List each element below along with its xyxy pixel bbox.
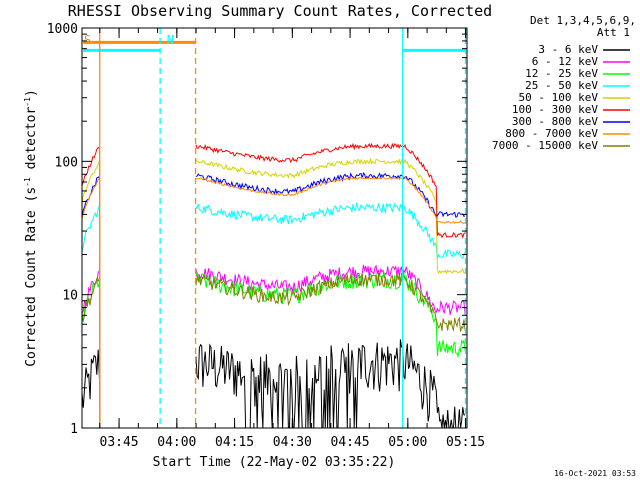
- series-line-7: [82, 175, 466, 428]
- generation-timestamp: 16-Oct-2021 03:53: [554, 469, 636, 478]
- y-axis-label-end: ): [24, 89, 39, 97]
- y-tick-label-0: 1: [70, 422, 78, 437]
- y-tick-label-1: 10: [62, 289, 78, 304]
- legend-header-line-2: Att 1: [597, 26, 630, 39]
- x-tick-label-2: 04:15: [215, 435, 254, 450]
- y-axis-label: Corrected Count Rate (s-1 detector-1): [23, 89, 39, 367]
- legend-label-6: 300 - 800 keV: [512, 115, 598, 128]
- legend-label-8: 7000 - 15000 keV: [492, 139, 598, 152]
- series-line-5: [82, 142, 466, 428]
- tick-layer: S N 03:45 04:00 04:15 04:30 04:45 05:00 05:15 1 10…: [47, 22, 485, 450]
- legend-label-7: 800 - 7000 keV: [505, 127, 598, 140]
- data-layer: [82, 28, 467, 428]
- series-line-8: [82, 273, 466, 428]
- annotation-1: N: [167, 33, 174, 47]
- legend-label-2: 12 - 25 keV: [525, 67, 598, 80]
- x-tick-label-6: 05:15: [446, 435, 485, 450]
- y-axis-label-mid: detector: [24, 107, 39, 178]
- series-line-4: [82, 157, 466, 428]
- y-axis-label-main: Corrected Count Rate (s: [24, 187, 39, 367]
- legend-label-3: 25 - 50 keV: [525, 79, 598, 92]
- y-axis-label-sup1: -1: [23, 177, 32, 187]
- series-line-0: [82, 339, 466, 428]
- chart-title: RHESSI Observing Summary Count Rates, Co…: [68, 2, 492, 20]
- legend-label-1: 6 - 12 keV: [532, 55, 599, 68]
- y-tick-label-2: 100: [55, 155, 78, 170]
- legend-label-4: 50 - 100 keV: [519, 91, 599, 104]
- x-tick-label-1: 04:00: [157, 435, 196, 450]
- x-tick-label-4: 04:45: [331, 435, 370, 450]
- legend-label-5: 100 - 300 keV: [512, 103, 598, 116]
- y-tick-label-3: 1000: [47, 22, 78, 37]
- x-tick-label-5: 05:00: [388, 435, 427, 450]
- legend-label-0: 3 - 6 keV: [538, 43, 598, 56]
- plot-frame: [81, 27, 468, 429]
- x-axis-label: Start Time (22-May-02 03:35:22): [153, 455, 396, 470]
- annotation-0: S: [84, 33, 91, 47]
- x-tick-label-3: 04:30: [273, 435, 312, 450]
- y-axis-label-sup2: -1: [23, 97, 32, 107]
- x-tick-label-0: 03:45: [100, 435, 139, 450]
- series-line-3: [82, 201, 466, 428]
- legend-header-line-1: Det 1,3,4,5,6,9,: [530, 14, 636, 27]
